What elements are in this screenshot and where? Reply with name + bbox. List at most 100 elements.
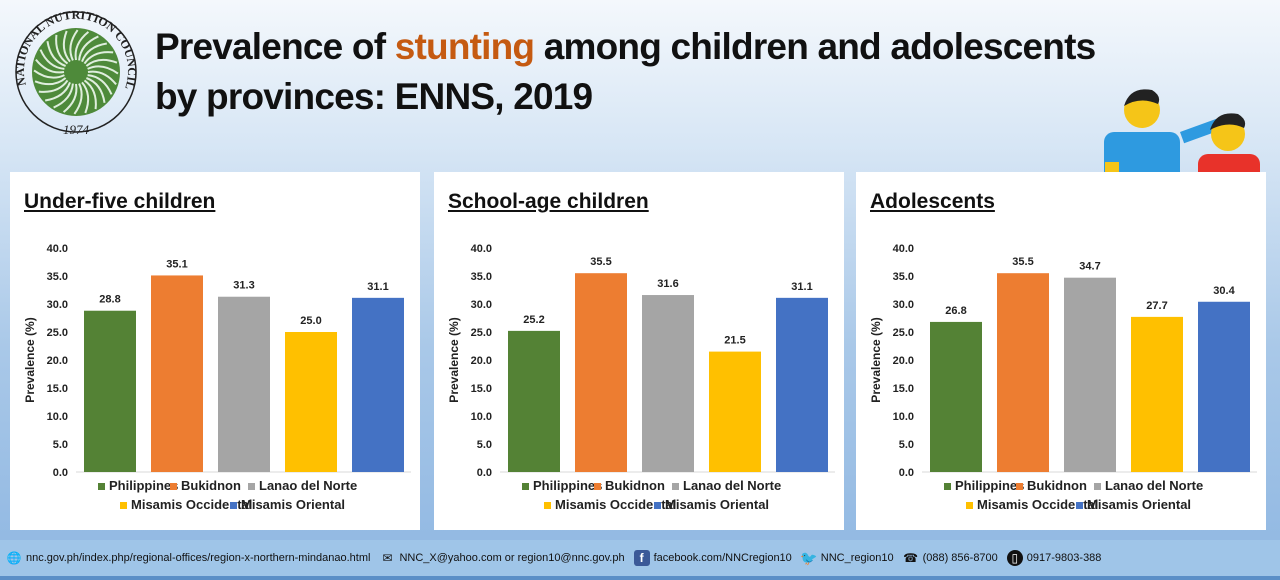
y-tick-label: 5.0 (477, 439, 492, 451)
bar-misamis-occidental (709, 351, 761, 472)
globe-icon: 🌐 (6, 551, 22, 565)
legend-swatch (1016, 483, 1023, 490)
legend-label: Bukidnon (181, 478, 241, 493)
legend-swatch (522, 483, 529, 490)
logo-ray (81, 42, 107, 62)
y-tick-label: 40.0 (47, 243, 68, 255)
data-label: 34.7 (1079, 261, 1100, 273)
y-tick-label: 25.0 (47, 327, 68, 339)
facebook-icon: f (633, 550, 650, 566)
bar-chart: 0.0 5.0 10.0 15.0 20.0 25.0 30.0 35.0 40.0 Preval… (23, 243, 411, 512)
y-tick-label: 15.0 (893, 383, 914, 395)
y-tick-label: 15.0 (471, 383, 492, 395)
contact-footer: 🌐 nnc.gov.ph/index.php/regional-offices/r… (0, 540, 1280, 580)
data-label: 21.5 (724, 335, 745, 347)
legend-swatch (672, 483, 679, 490)
y-tick-label: 20.0 (471, 355, 492, 367)
chart-title: Under-five children (24, 190, 216, 213)
y-tick-label: 10.0 (471, 411, 492, 423)
email-link[interactable]: ✉ NNC_X@yahoo.com or region10@nnc.gov.ph (379, 550, 624, 566)
bar-philippines (84, 310, 136, 472)
y-tick-label: 10.0 (47, 411, 68, 423)
legend-swatch (966, 502, 973, 509)
logo-ray (85, 58, 118, 67)
logo-ray (55, 34, 69, 65)
logo-ray (39, 49, 65, 70)
legend-label: Lanao del Norte (259, 478, 357, 493)
email-icon: ✉ (382, 551, 393, 565)
bar-misamis-occidental (285, 332, 337, 472)
data-label: 27.7 (1146, 300, 1167, 312)
logo-ray (45, 82, 71, 102)
svg-text:1974: 1974 (63, 122, 90, 137)
chart-panel-school-age: School-age children 0.0 5.0 10.0 15.0 20.0 25… (434, 172, 844, 530)
y-axis-label: Prevalence (%) (447, 317, 461, 402)
bar-lanao-del-norte (642, 295, 694, 472)
facebook-link[interactable]: f facebook.com/NNCregion10 (633, 550, 792, 566)
chart-panel-under-five: Under-five children 0.0 5.0 10.0 15.0 20.0 25… (10, 172, 420, 530)
y-tick-label: 35.0 (47, 271, 68, 283)
legend-label: Bukidnon (1027, 478, 1087, 493)
logo-ray (87, 74, 113, 95)
website-link[interactable]: 🌐 nnc.gov.ph/index.php/regional-offices/r… (6, 551, 371, 565)
legend-label: Misamis Oriental (241, 497, 345, 512)
y-tick-label: 5.0 (899, 439, 914, 451)
data-label: 30.4 (1213, 285, 1235, 297)
logo-ray (83, 51, 114, 65)
y-tick-label: 35.0 (893, 271, 914, 283)
legend-label: Philippines (533, 478, 602, 493)
legend-swatch (1076, 502, 1083, 509)
logo-ray (87, 65, 119, 75)
data-label: 28.8 (99, 294, 120, 306)
chart-title: School-age children (448, 190, 649, 213)
logo-ray (74, 31, 90, 61)
bar-philippines (508, 330, 560, 472)
bar-chart: 0.0 5.0 10.0 15.0 20.0 25.0 30.0 35.0 40.0 Preval… (869, 243, 1257, 512)
data-label: 25.0 (300, 315, 321, 327)
y-tick-label: 0.0 (53, 467, 68, 479)
legend-swatch (594, 483, 601, 490)
y-tick-label: 0.0 (477, 467, 492, 479)
logo-ray (38, 79, 69, 93)
logo-ray (33, 69, 65, 79)
data-label: 31.6 (657, 278, 678, 290)
y-tick-label: 30.0 (893, 299, 914, 311)
y-tick-label: 10.0 (893, 411, 914, 423)
y-tick-label: 35.0 (471, 271, 492, 283)
legend-label: Bukidnon (605, 478, 665, 493)
twitter-link[interactable]: 🐦 NNC_region10 (800, 549, 894, 566)
data-label: 31.3 (233, 280, 254, 292)
legend-label: Misamis Oriental (1087, 497, 1191, 512)
bar-bukidnon (997, 273, 1049, 472)
legend-label: Philippines (955, 478, 1024, 493)
legend-label: Misamis Oriental (665, 497, 769, 512)
nnc-logo: NATIONAL NUTRITION COUNCIL 1974 (14, 10, 139, 137)
chart-title: Adolescents (870, 190, 995, 213)
y-axis-label: Prevalence (%) (23, 317, 37, 402)
twitter-icon: 🐦 (800, 549, 818, 566)
legend-label: Philippines (109, 478, 178, 493)
y-tick-label: 25.0 (471, 327, 492, 339)
y-tick-label: 25.0 (893, 327, 914, 339)
data-label: 35.1 (166, 258, 187, 270)
legend-label: Lanao del Norte (683, 478, 781, 493)
y-tick-label: 40.0 (893, 243, 914, 255)
logo-ray (62, 30, 71, 63)
logo-ray (83, 79, 97, 110)
logo-ray (86, 77, 106, 103)
bar-philippines (930, 321, 982, 472)
chart-panel-adolescents: Adolescents 0.0 5.0 10.0 15.0 20.0 25.0 30.0 35… (856, 172, 1266, 530)
logo-ray (73, 83, 83, 115)
mobile-number: ▯ 0917-9803-388 (1006, 550, 1101, 566)
y-tick-label: 5.0 (53, 439, 68, 451)
y-axis-label: Prevalence (%) (869, 317, 883, 402)
y-tick-label: 30.0 (47, 299, 68, 311)
data-label: 35.5 (1012, 256, 1033, 268)
legend-swatch (230, 502, 237, 509)
data-label: 31.1 (367, 281, 388, 293)
bar-bukidnon (151, 275, 203, 472)
bar-misamis-occidental (1131, 316, 1183, 472)
y-tick-label: 40.0 (471, 243, 492, 255)
bar-lanao-del-norte (218, 296, 270, 472)
data-label: 25.2 (523, 314, 544, 326)
